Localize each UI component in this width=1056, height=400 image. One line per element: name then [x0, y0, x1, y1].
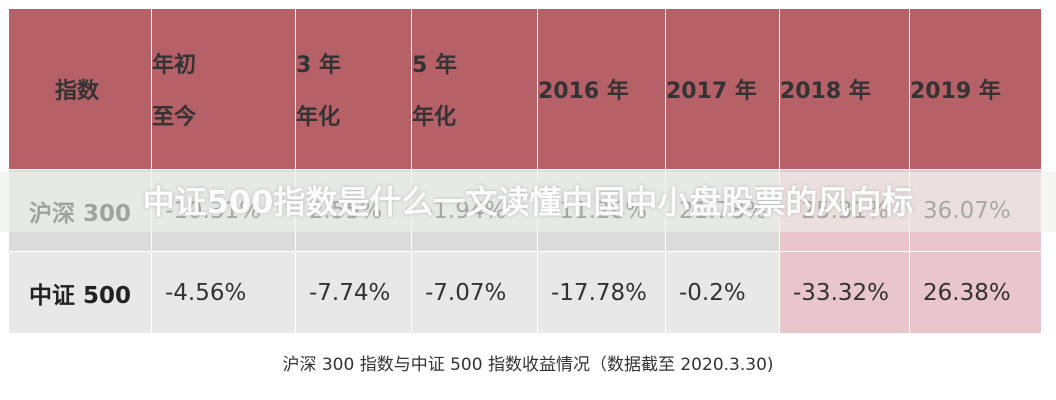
header-2017: 2017 年	[665, 8, 780, 170]
header-5y: 5 年年化	[411, 8, 538, 170]
header-2016: 2016 年	[537, 8, 666, 170]
cell-value-highlight: 26.38%	[909, 251, 1042, 334]
row-name: 中证 500	[8, 251, 152, 334]
cell-value-highlight: -33.32%	[779, 251, 910, 334]
watermark-text: 中证500指数是什么一文读懂中国中小盘股票的风向标	[142, 183, 914, 221]
header-3y: 3 年年化	[295, 8, 412, 170]
cell-value: -7.74%	[295, 251, 412, 334]
table-row-csi500: 中证 500 -4.56% -7.74% -7.07% -17.78% -0.2…	[8, 251, 1042, 334]
index-returns-table: 指数 年初 至今 3 年年化 5 年年化 2016 年 2017 年 2018 年…	[8, 8, 1042, 334]
watermark-banner	[0, 172, 1056, 232]
table-caption: 沪深 300 指数与中证 500 指数收益情况（数据截至 2020.3.30)	[282, 355, 774, 375]
cell-value: -4.56%	[151, 251, 296, 334]
header-row: 指数 年初 至今 3 年年化 5 年年化 2016 年 2017 年 2018 年…	[8, 8, 1042, 170]
cell-value: -17.78%	[537, 251, 666, 334]
cell-value: -0.2%	[665, 251, 780, 334]
cell-value: -7.07%	[411, 251, 538, 334]
header-ytd: 年初 至今	[151, 8, 296, 170]
header-2019: 2019 年	[909, 8, 1042, 170]
header-2018: 2018 年	[779, 8, 910, 170]
header-index: 指数	[8, 8, 152, 170]
